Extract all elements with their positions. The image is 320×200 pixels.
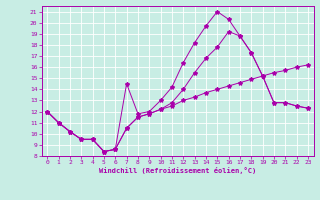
X-axis label: Windchill (Refroidissement éolien,°C): Windchill (Refroidissement éolien,°C) xyxy=(99,167,256,174)
